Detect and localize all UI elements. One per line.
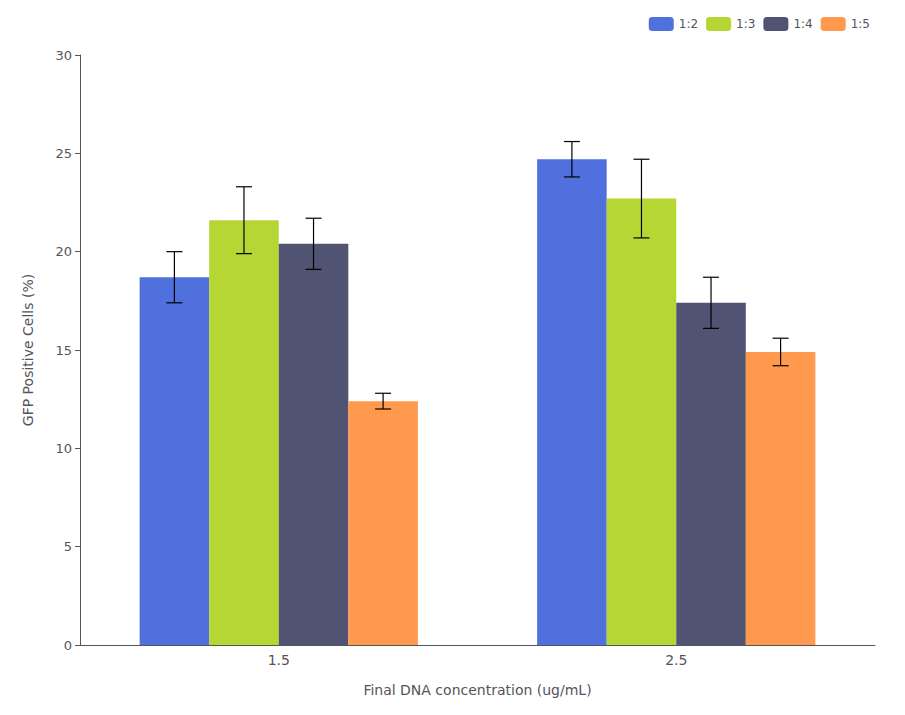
svg-text:1.5: 1.5 <box>268 652 290 668</box>
svg-text:20: 20 <box>55 244 72 259</box>
svg-text:2.5: 2.5 <box>665 652 687 668</box>
svg-text:1:4: 1:4 <box>793 17 812 31</box>
svg-text:0: 0 <box>64 638 72 653</box>
svg-text:Final DNA concentration (ug/mL: Final DNA concentration (ug/mL) <box>363 682 591 698</box>
svg-text:1:2: 1:2 <box>679 17 698 31</box>
svg-text:10: 10 <box>55 441 72 456</box>
svg-text:1:3: 1:3 <box>736 17 755 31</box>
svg-text:30: 30 <box>55 48 72 63</box>
svg-text:GFP Positive Cells (%): GFP Positive Cells (%) <box>20 274 36 426</box>
svg-text:5: 5 <box>64 539 72 554</box>
svg-text:25: 25 <box>55 146 72 161</box>
svg-text:15: 15 <box>55 343 72 358</box>
svg-text:1:5: 1:5 <box>851 17 870 31</box>
